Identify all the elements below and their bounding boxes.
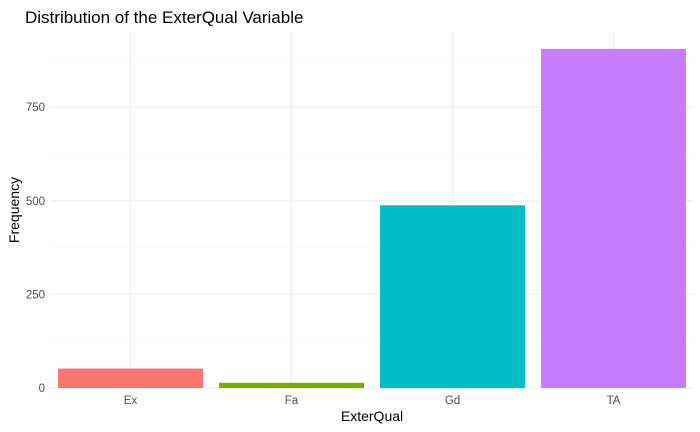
bar-ta	[541, 48, 686, 388]
y-tick-label: 0	[39, 383, 45, 395]
bar-ex	[58, 368, 203, 388]
x-tick-label: Gd	[445, 395, 460, 407]
bar-gd	[380, 205, 525, 388]
y-tick-label: 500	[26, 196, 45, 208]
chart-title: Distribution of the ExterQual Variable	[25, 8, 303, 27]
x-axis-ticks: Ex Fa Gd TA	[124, 395, 621, 407]
x-axis-title: ExterQual	[341, 408, 403, 424]
x-tick-label: TA	[607, 395, 621, 407]
x-tick-label: Fa	[285, 395, 299, 407]
bar-fa	[219, 382, 364, 388]
y-tick-label: 250	[26, 289, 45, 301]
x-tick-label: Ex	[124, 395, 138, 407]
y-axis-title: Frequency	[6, 177, 22, 243]
bars	[58, 48, 686, 388]
y-tick-label: 750	[26, 102, 45, 114]
y-axis-ticks: 0 250 500 750	[26, 102, 45, 395]
